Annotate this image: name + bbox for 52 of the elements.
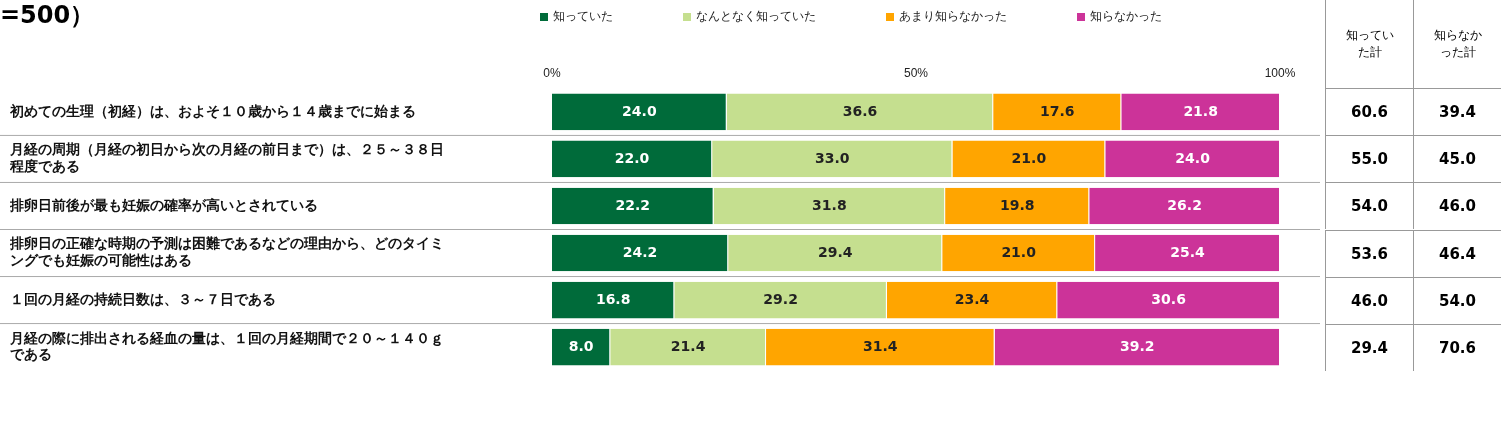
text: 46.0 [1413,182,1501,230]
data-label: 25.4 [1170,243,1206,260]
data-label: 36.6 [842,102,878,119]
data-label: 24.0 [1175,149,1211,166]
data-label: 30.6 [1151,290,1186,307]
text: 46.4 [1413,229,1501,277]
data-label: 16.8 [595,290,631,307]
x-tick-label: 100% [1264,65,1296,80]
data-label: 19.8 [999,196,1035,213]
data-label: 31.8 [812,196,847,213]
data-label: 29.2 [763,290,798,307]
text: 46.0 [1325,276,1413,324]
data-label: 23.4 [954,290,990,307]
data-label: 29.4 [817,243,853,260]
legend-label: なんとなく知っていた [696,8,816,25]
y-tick-label: 月経の周期（月経の初日から次の月経の前日まで）は、２５～３８日程度である [9,141,444,175]
data-label: 26.2 [1167,196,1202,213]
data-label: 22.0 [614,149,650,166]
data-label: 21.4 [670,337,706,354]
x-tick-label: 0% [543,65,561,80]
text: 70.6 [1413,323,1501,371]
data-label: 24.0 [622,102,657,119]
legend-label: 知らなかった [1090,8,1162,25]
data-label: 21.8 [1183,102,1218,119]
text: 60.6 [1325,88,1413,136]
data-label: 8.0 [568,337,594,354]
data-label: 24.2 [622,243,658,260]
data-label: 31.4 [863,337,898,354]
y-tick-label: 初めての生理（初経）は、およそ１０歳から１４歳までに始まる [9,102,416,119]
text: 54.0 [1413,276,1501,324]
legend-label: 知っていた [553,8,613,25]
x-tick-label: 50% [903,65,929,80]
data-label: 21.0 [1011,149,1047,166]
y-tick-label: １回の月経の持続日数は、３～７日である [10,290,276,307]
text: 知らなかった計 [1413,0,1501,89]
text: 45.0 [1413,135,1501,183]
text: 55.0 [1325,135,1413,183]
data-label: 22.2 [615,196,651,213]
legend-label: あまり知らなかった [899,8,1007,25]
text: 知っていた計 [1325,0,1413,89]
data-label: 33.0 [815,149,850,166]
data-label: 21.0 [1001,243,1037,260]
text: 53.6 [1325,229,1413,277]
text: =500） [0,0,95,30]
y-tick-label: 月経の際に排出される経血の量は、１回の月経期間で２０～１４０ｇである [9,329,444,363]
data-label: 17.6 [1039,102,1075,119]
text: 54.0 [1325,182,1413,230]
text: 39.4 [1413,88,1501,136]
y-tick-label: 排卵日前後が最も妊娠の確率が高いとされている [9,196,318,213]
text: 29.4 [1325,323,1413,371]
y-tick-label: 排卵日の正確な時期の予測は困難であるなどの理由から、どのタイミングでも妊娠の可能性はある [9,235,444,269]
data-label: 39.2 [1120,337,1155,354]
